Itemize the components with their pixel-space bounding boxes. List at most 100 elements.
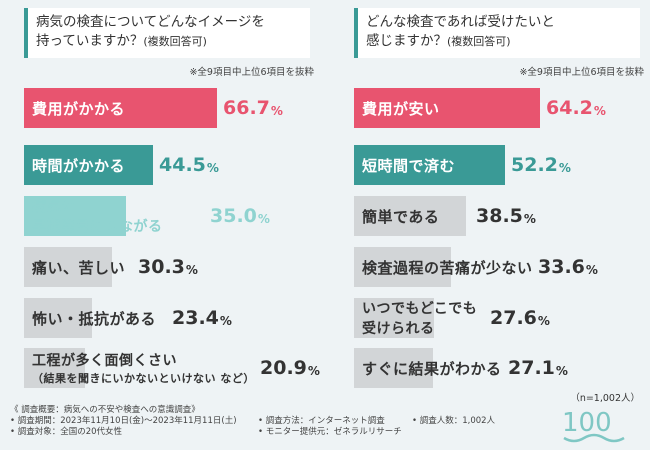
left-bar-label: 工程が多く面倒くさい （結果を聞きにいかないといけない など） <box>32 348 255 388</box>
left-bar-label-line: 工程が多く面倒くさい <box>32 353 177 369</box>
left-bar-label-line: （結果を聞きにいかないといけない など） <box>32 372 255 385</box>
right-bar-label: 費用が安い <box>362 99 440 118</box>
right-bar-label: 短時間で済む <box>362 156 456 175</box>
left-bar <box>24 196 126 236</box>
right-bar-value-unit: % <box>585 263 598 277</box>
left-bar <box>24 88 217 128</box>
left-bar <box>24 145 153 185</box>
left-bar-value: 30.3% <box>138 247 198 287</box>
right-bar <box>354 247 451 287</box>
left-bar-value-number: 30.3 <box>138 256 185 278</box>
left-bar-value: 20.9% <box>260 348 320 388</box>
left-bar-value-unit: % <box>185 263 198 277</box>
right-bar <box>354 145 505 185</box>
logo-100: 100 <box>562 408 625 443</box>
left-bar-value-unit: % <box>270 104 283 118</box>
right-question-line1: どんな検査であれば受けたいと <box>366 14 555 30</box>
left-bar-value: 35.0% <box>210 196 270 236</box>
right-bar-value-number: 27.6 <box>490 307 537 329</box>
left-bar-value-number: 66.7 <box>223 97 270 119</box>
left-bar-row: 怖い・抵抗がある 23.4% <box>24 298 324 338</box>
right-bar-row: 短時間で済む 52.2% <box>354 145 650 185</box>
left-bar <box>24 247 112 287</box>
left-bar-value: 66.7% <box>223 88 283 128</box>
right-bar-value: 38.5% <box>476 196 536 236</box>
footer-count: • 調査人数：1,002人 <box>412 416 496 426</box>
right-chart-panel: どんな検査であれば受けたいと 感じますか？(複数回答可) ※全9項目中上位6項目… <box>336 0 650 388</box>
right-bar-value-number: 27.1 <box>508 357 555 379</box>
footer-period: • 調査期間：2023年11月10日(金)～2023年11月11日(土) <box>10 416 237 426</box>
right-bar-value-unit: % <box>593 104 606 118</box>
right-bar-value-number: 33.6 <box>538 256 585 278</box>
left-bar <box>24 298 92 338</box>
left-question-line2: 持っていますか？ <box>36 33 144 49</box>
left-bar-value-unit: % <box>206 161 219 175</box>
left-bar-label: 費用がかかる <box>32 99 126 118</box>
right-bar-label-line: いつでもどこでも <box>362 301 478 317</box>
right-bar-value: 33.6% <box>538 247 598 287</box>
right-bar-value: 27.1% <box>508 348 568 388</box>
left-bar-value-number: 20.9 <box>260 357 307 379</box>
left-bar-row: 工程が多く面倒くさい （結果を聞きにいかないといけない など） 20.9% <box>24 348 324 388</box>
left-bar-value-unit: % <box>219 314 232 328</box>
right-bar-row: 簡単である 38.5% <box>354 196 650 236</box>
right-bar-value: 52.2% <box>511 145 571 185</box>
left-bar-value-number: 23.4 <box>172 307 219 329</box>
right-bar-value-unit: % <box>523 212 536 226</box>
left-bar-label: 痛い、苦しい <box>32 258 126 277</box>
right-bar <box>354 348 433 388</box>
right-question-box: どんな検査であれば受けたいと 感じますか？(複数回答可) <box>354 8 640 58</box>
left-bar-label-line: 早期発見につながる <box>32 219 163 235</box>
left-bar-value-number: 44.5 <box>159 154 206 176</box>
left-question-line1: 病気の検査についてどんなイメージを <box>36 14 265 30</box>
left-bar-value: 23.4% <box>172 298 232 338</box>
left-chart-panel: 病気の検査についてどんなイメージを 持っていますか？(複数回答可) ※全9項目中… <box>6 0 326 388</box>
right-bar-value-number: 52.2 <box>511 154 558 176</box>
left-bar-row: 費用がかかる 66.7% <box>24 88 324 128</box>
right-bar-row: いつでもどこでも 受けられる 27.6% <box>354 298 650 338</box>
right-bar-row: 費用が安い 64.2% <box>354 88 650 128</box>
right-bar-value-number: 64.2 <box>546 97 593 119</box>
right-question-line2: 感じますか？ <box>366 33 447 49</box>
left-bar-value-number: 35.0 <box>210 205 257 227</box>
right-bar-label: 検査過程の苦痛が少ない <box>362 258 533 277</box>
right-bar-label: 簡単である <box>362 207 440 226</box>
right-bar-value-unit: % <box>558 161 571 175</box>
left-bar-row: 病気の早期発見につながる 35.0% <box>24 196 324 236</box>
left-bar-value-unit: % <box>257 212 270 226</box>
logo-text: 100 <box>562 408 612 438</box>
footer-target: • 調査対象：全国の20代女性 <box>10 427 123 437</box>
sample-size-note: （n=1,002人） <box>570 393 640 404</box>
right-bar <box>354 298 434 338</box>
left-bar-row: 時間がかかる 44.5% <box>24 145 324 185</box>
right-question-suffix: (複数回答可) <box>447 35 511 48</box>
right-bar-label-line: 受けられる <box>362 321 435 337</box>
left-bar-label: 時間がかかる <box>32 156 126 175</box>
left-bar-row: 痛い、苦しい 30.3% <box>24 247 324 287</box>
right-bar <box>354 88 540 128</box>
right-bar-value: 27.6% <box>490 298 550 338</box>
footer-overview: 《 調査概要：病気への不安や検査への意識調査》 <box>10 405 200 415</box>
left-note: ※全9項目中上位6項目を抜粋 <box>189 67 314 78</box>
right-bar-value-unit: % <box>555 364 568 378</box>
footer-method: • 調査方法：インターネット調査 <box>258 416 385 426</box>
footer-monitor: • モニター提供元：ゼネラルリサーチ <box>258 427 402 437</box>
left-bar-value: 44.5% <box>159 145 219 185</box>
right-bar-value-unit: % <box>537 314 550 328</box>
right-bar-row: すぐに結果がわかる 27.1% <box>354 348 650 388</box>
right-bar-label: すぐに結果がわかる <box>362 359 502 378</box>
left-bar-value-unit: % <box>307 364 320 378</box>
left-bar-label: 病気の早期発見につながる <box>32 196 163 236</box>
right-bar-value-number: 38.5 <box>476 205 523 227</box>
left-question-box: 病気の検査についてどんなイメージを 持っていますか？(複数回答可) <box>24 8 310 58</box>
right-bar <box>354 196 466 236</box>
right-bar-value: 64.2% <box>546 88 606 128</box>
right-bar-label: いつでもどこでも 受けられる <box>362 298 477 338</box>
right-bar-row: 検査過程の苦痛が少ない 33.6% <box>354 247 650 287</box>
left-bar-label: 怖い・抵抗がある <box>32 309 157 328</box>
left-bar <box>24 348 85 388</box>
left-bar-label-line: 病気の <box>32 199 76 215</box>
left-question-suffix: (複数回答可) <box>143 35 207 48</box>
logo-wave-icon <box>563 433 625 443</box>
right-note: ※全9項目中上位6項目を抜粋 <box>519 67 644 78</box>
